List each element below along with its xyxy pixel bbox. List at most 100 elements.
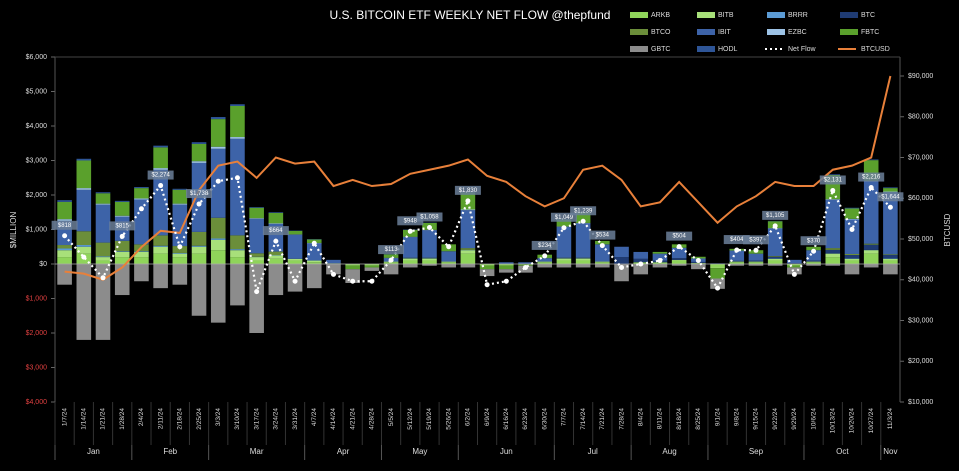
x-tick-label: 6/23/24 xyxy=(522,408,529,430)
month-label: Jul xyxy=(588,447,598,456)
net-flow-point xyxy=(138,206,144,212)
bar-segment xyxy=(57,201,72,220)
bar-segment xyxy=(806,246,821,251)
y2-tick-label: $20,000 xyxy=(908,358,933,365)
data-label: $1,738 xyxy=(190,191,209,197)
bar-segment xyxy=(326,259,341,264)
bar-segment xyxy=(345,264,360,266)
bar-segment xyxy=(863,244,879,250)
bar-segment xyxy=(460,210,476,249)
x-tick-label: 6/9/24 xyxy=(484,408,491,426)
bar-segment xyxy=(268,223,284,224)
bar-segment xyxy=(844,207,860,209)
bar-segment xyxy=(441,251,456,262)
price-line xyxy=(64,75,892,281)
bar-segment xyxy=(249,260,264,264)
bar-segment xyxy=(844,258,860,261)
y-tick-label: $2,000 xyxy=(26,192,48,199)
y-tick-label: $4,000 xyxy=(26,399,48,406)
x-tick-label: 5/19/24 xyxy=(426,408,433,430)
data-label-bg xyxy=(397,216,424,226)
bar-segment xyxy=(268,258,284,264)
bar-segment xyxy=(172,252,188,254)
data-label: $815 xyxy=(116,223,130,229)
bar-segment xyxy=(825,199,841,249)
bar-segment xyxy=(191,161,207,163)
x-tick-label: 8/18/24 xyxy=(676,408,683,430)
bar-segment xyxy=(671,260,687,264)
data-label: $664 xyxy=(269,228,283,234)
net-flow-point xyxy=(446,244,452,250)
bar-segment xyxy=(767,228,783,257)
bar-segment xyxy=(153,264,168,289)
bar-segment xyxy=(595,240,610,245)
bar-segment xyxy=(249,253,264,257)
bar-segment xyxy=(825,257,841,264)
bar-segment xyxy=(556,226,572,258)
bar-segment xyxy=(249,264,264,333)
bar-segment xyxy=(287,234,303,259)
bar-segment xyxy=(114,257,130,264)
bar-segment xyxy=(883,260,898,264)
bar-segment xyxy=(863,243,879,245)
bar-segment xyxy=(729,260,745,262)
bar-segment xyxy=(633,264,649,275)
x-tick-label: 9/29/24 xyxy=(791,408,798,430)
data-label-bg xyxy=(742,235,769,245)
y-tick-label: $4,000 xyxy=(26,123,48,130)
net-flow-point xyxy=(407,228,413,234)
bar-segment xyxy=(767,264,783,266)
bar-segment xyxy=(114,251,130,252)
net-flow-point xyxy=(715,285,721,291)
bar-segment xyxy=(518,262,533,264)
bar-segment xyxy=(57,200,72,202)
bar-segment xyxy=(556,219,572,227)
x-tick-label: 3/31/24 xyxy=(292,408,299,430)
data-label-bg xyxy=(531,240,558,250)
data-label: $113 xyxy=(385,247,399,253)
bar-segment xyxy=(787,259,802,264)
bar-segment xyxy=(306,260,322,263)
legend-label: EZBC xyxy=(788,29,807,36)
x-tick-label: 9/15/24 xyxy=(753,408,760,430)
x-tick-label: 4/28/24 xyxy=(369,408,376,430)
x-tick-label: 3/10/24 xyxy=(234,408,241,430)
bar-segment xyxy=(95,264,111,340)
bar-segment xyxy=(422,257,437,259)
bar-segment xyxy=(172,188,188,190)
x-tick-label: 9/1/24 xyxy=(714,408,721,426)
data-label: $1,105 xyxy=(766,213,785,219)
net-flow-point xyxy=(523,264,529,270)
data-label: $504 xyxy=(672,234,686,240)
x-tick-label: 10/6/24 xyxy=(810,408,817,430)
data-label: $2,274 xyxy=(151,173,170,179)
data-label-bg xyxy=(570,206,597,216)
bar-segment xyxy=(153,245,168,247)
data-label-bg xyxy=(819,175,846,185)
net-flow-point xyxy=(388,257,394,263)
bar-segment xyxy=(76,246,92,254)
bar-segment xyxy=(652,251,668,254)
bar-segment xyxy=(191,143,207,162)
data-label: $948 xyxy=(404,218,418,224)
net-flow-point xyxy=(638,261,644,267)
bar-segment xyxy=(767,256,783,259)
bar-segment xyxy=(95,192,111,194)
bar-segment xyxy=(595,261,610,263)
bar-segment xyxy=(191,246,207,254)
net-flow-point xyxy=(619,264,625,270)
net-flow-point xyxy=(81,254,87,260)
bar-segment xyxy=(806,264,821,266)
bar-segment xyxy=(230,250,245,258)
bar-segment xyxy=(537,264,553,268)
month-label: Jan xyxy=(87,447,100,456)
net-flow-point xyxy=(484,282,490,288)
bar-segment xyxy=(537,262,553,264)
month-label: Mar xyxy=(250,447,264,456)
bar-segment xyxy=(748,261,764,263)
bar-segment xyxy=(191,245,207,247)
bar-segment xyxy=(134,251,149,258)
bar-segment xyxy=(595,264,610,268)
bar-segment xyxy=(153,235,168,246)
